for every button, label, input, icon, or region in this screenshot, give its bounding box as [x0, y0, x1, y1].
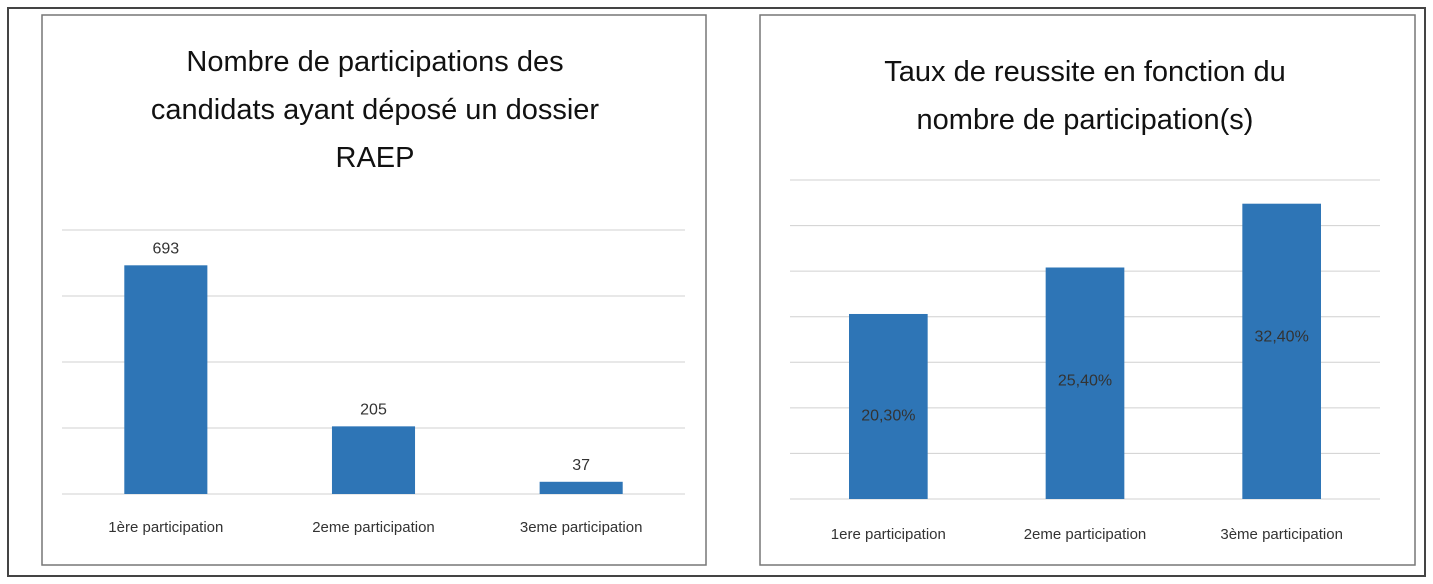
panel-frame — [41, 14, 707, 566]
bar — [331, 426, 416, 494]
outer-frame — [7, 7, 1426, 577]
x-tick-label: 1ère participation — [108, 519, 223, 536]
chart-title: Taux de reussite en fonction du nombre d… — [884, 56, 1286, 136]
data-label: 693 — [152, 241, 179, 258]
x-tick-label: 2eme participation — [1024, 526, 1147, 543]
x-tick-label: 3ème participation — [1220, 526, 1343, 543]
x-tick-label: 3eme participation — [520, 519, 643, 536]
chart-title: Nombre de participations des candidats a… — [150, 46, 600, 174]
panel-frame — [759, 14, 1416, 566]
bar — [1045, 267, 1125, 499]
data-label: 32,40% — [1255, 329, 1309, 346]
bar — [539, 481, 623, 494]
bar — [124, 265, 208, 494]
x-tick-label: 2eme participation — [312, 519, 435, 536]
data-label: 37 — [572, 457, 590, 474]
bar — [849, 313, 928, 499]
data-label: 20,30% — [861, 408, 915, 425]
data-label: 205 — [360, 402, 387, 419]
bar — [1242, 203, 1321, 499]
x-tick-label: 1ere participation — [831, 526, 946, 543]
data-label: 25,40% — [1058, 372, 1112, 389]
